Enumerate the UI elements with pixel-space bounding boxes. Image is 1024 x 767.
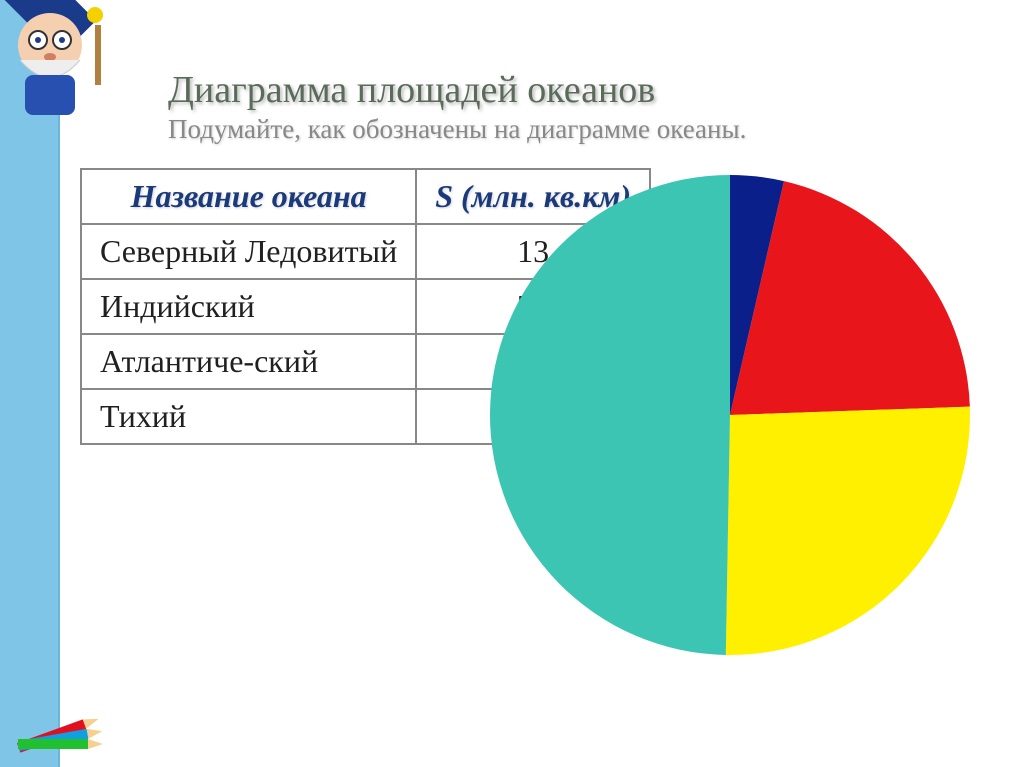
professor-cartoon (0, 0, 160, 125)
color-pencils (8, 699, 108, 759)
pie-slice (490, 175, 730, 655)
ocean-pie-chart (480, 165, 980, 665)
heading-block: Диаграмма площадей океанов Подумайте, ка… (168, 70, 988, 145)
pie-slice (726, 407, 970, 655)
cell-name: Индийский (81, 279, 416, 334)
page-title: Диаграмма площадей океанов (168, 70, 988, 112)
col-name-header: Название океана (81, 169, 416, 224)
cell-name: Северный Ледовитый (81, 224, 416, 279)
cell-name: Атлантиче-ский (81, 334, 416, 389)
cell-name: Тихий (81, 389, 416, 444)
page-subtitle: Подумайте, как обозначены на диаграмме о… (168, 114, 988, 145)
